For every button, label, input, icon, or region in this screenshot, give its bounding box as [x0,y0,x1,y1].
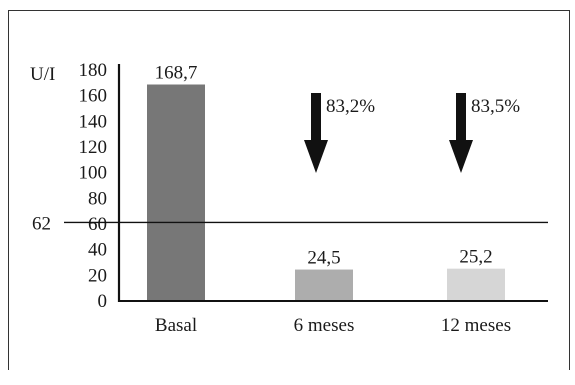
bars [147,84,505,301]
x-tick-label: 6 meses [294,315,355,336]
y-tick-label: 140 [79,111,108,132]
y-axis-ticks: 0 20 40 60 80 100 120 140 160 180 [79,60,108,312]
value-labels: 168,7 24,5 25,2 [155,63,493,269]
y-tick-label: 180 [79,60,108,81]
y-tick-label: 120 [79,137,108,158]
bar-value-label: 24,5 [307,248,340,269]
y-tick-label: 60 [88,214,107,235]
bar-value-label: 168,7 [155,63,198,84]
y-tick-label: 0 [98,291,108,312]
change-percent-label: 83,2% [326,96,375,117]
y-axis-label: U/I [30,64,55,85]
bar [147,84,205,301]
bar [295,269,353,301]
change-percent-label: 83,5% [471,96,520,117]
x-tick-label: Basal [155,315,197,336]
y-tick-label: 80 [88,188,107,209]
y-tick-label: 100 [79,163,108,184]
x-tick-label: 12 meses [441,315,511,336]
bar [447,268,505,301]
y-tick-label: 40 [88,240,107,261]
y-tick-label: 20 [88,265,107,286]
down-arrow-icon [449,93,473,173]
x-axis-labels: Basal 6 meses 12 meses [155,315,511,336]
chart-border [8,10,570,370]
down-arrow-icon [304,93,328,173]
reference-line-label: 62 [32,213,51,234]
bar-value-label: 25,2 [459,247,492,268]
change-annotations: 83,2% 83,5% [304,93,520,173]
y-tick-label: 160 [79,86,108,107]
